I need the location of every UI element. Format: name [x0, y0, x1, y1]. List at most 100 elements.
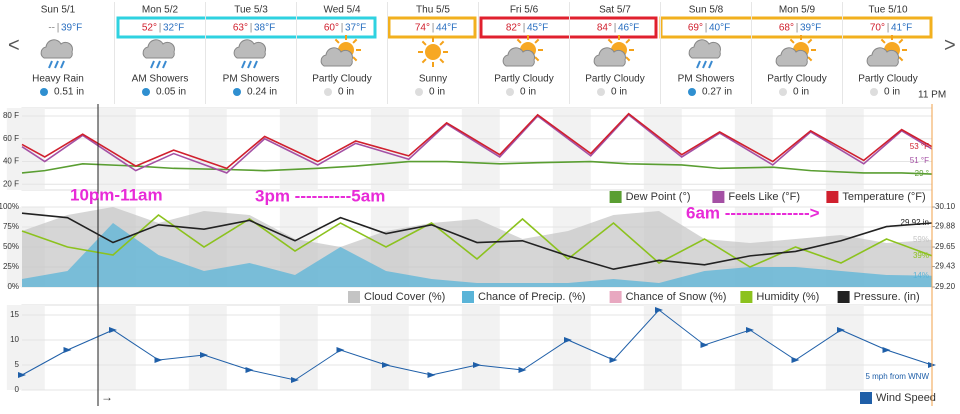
- legend-swatch: [826, 191, 839, 203]
- icon-ray: [334, 38, 340, 44]
- wind-arrow: [518, 367, 527, 373]
- prev-button[interactable]: <: [8, 34, 20, 56]
- legend-label: Cloud Cover (%): [364, 291, 445, 303]
- day-label: Thu 5/5: [416, 5, 450, 16]
- precip-icon: [506, 88, 514, 96]
- legend-swatch: [609, 291, 622, 303]
- icon-ray: [421, 40, 427, 46]
- legend-swatch: [712, 191, 725, 203]
- legend-label: Wind Speed: [876, 392, 936, 404]
- annotation: 10pm-11am: [70, 185, 163, 204]
- precip: 0.51 in: [54, 87, 84, 98]
- icon-ray: [516, 38, 522, 44]
- night-band: [461, 305, 500, 390]
- high-temp: --: [48, 23, 55, 34]
- condition: Sunny: [419, 74, 447, 85]
- icon-ray: [439, 58, 445, 64]
- precip: 0 in: [884, 87, 900, 98]
- icon-cloud: [233, 39, 266, 59]
- low-temp: 37°F: [345, 23, 366, 34]
- end-label: 29.92 in: [901, 218, 929, 227]
- low-temp: 32°F: [163, 23, 184, 34]
- icon-rain: [702, 60, 707, 69]
- wind-arrow: [291, 377, 299, 383]
- night-band: [6, 305, 45, 390]
- temp-sep: |: [432, 23, 435, 34]
- wind-arrow: [154, 357, 163, 363]
- y-tick-label: 0: [15, 385, 20, 394]
- day-label: Tue 5/3: [234, 5, 268, 16]
- night-band: [643, 305, 682, 390]
- wind-arrow: [700, 342, 709, 348]
- y-tick-label: 25%: [3, 262, 19, 271]
- day-label: Sun 5/1: [41, 5, 76, 16]
- icon-rain: [241, 60, 246, 69]
- temp-sep: |: [614, 23, 617, 34]
- precip: 0.27 in: [702, 87, 732, 98]
- condition: Heavy Rain: [32, 74, 84, 85]
- wind-arrow: [382, 362, 390, 368]
- condition: PM Showers: [678, 74, 735, 85]
- icon-rain: [60, 60, 65, 69]
- y-tick-label: 5: [15, 360, 20, 369]
- precip-icon: [324, 88, 332, 96]
- line: [21, 112, 933, 170]
- high-temp: 84°: [597, 23, 612, 34]
- icon-ray: [789, 38, 795, 44]
- icon-ray: [880, 38, 886, 44]
- end-label: 29 °: [915, 169, 929, 178]
- legend-label: Feels Like (°F): [728, 191, 800, 203]
- area: [22, 223, 932, 287]
- legend-label: Pressure. (in): [854, 291, 920, 303]
- icon-rain: [708, 60, 713, 69]
- wind-arrow: [746, 327, 754, 333]
- icon-rain: [253, 60, 258, 69]
- next-button[interactable]: >: [944, 34, 956, 56]
- y-tick-label: 100%: [0, 202, 19, 211]
- temp-sep: |: [341, 23, 344, 34]
- precip-icon: [779, 88, 787, 96]
- icon-ray: [807, 56, 813, 62]
- day-label: Wed 5/4: [323, 5, 360, 16]
- legend-swatch: [860, 392, 872, 404]
- night-band: [188, 108, 227, 190]
- day-label: Fri 5/6: [510, 5, 539, 16]
- icon-ray: [898, 56, 904, 62]
- icon-ray: [352, 38, 358, 44]
- icon-cloud: [320, 47, 353, 67]
- end-label: 5 mph from WNW: [865, 372, 929, 381]
- y2-tick-label: 29.20: [935, 282, 956, 291]
- temp-sep: |: [887, 23, 890, 34]
- y2-tick-label: 29.65: [935, 242, 956, 251]
- icon-ray: [607, 38, 613, 44]
- low-temp: 46°F: [618, 23, 639, 34]
- end-label: 14%: [913, 271, 929, 280]
- y-tick-label: 75%: [3, 222, 19, 231]
- temp-sep: |: [705, 23, 708, 34]
- now-arrow: →: [101, 390, 113, 404]
- line: [21, 160, 933, 175]
- wind-arrow: [200, 352, 208, 358]
- precip-icon: [688, 88, 696, 96]
- group-box: [479, 16, 658, 39]
- precip: 0.24 in: [247, 87, 277, 98]
- precip: 0 in: [520, 87, 536, 98]
- end-label: 39%: [913, 251, 929, 260]
- condition: AM Showers: [132, 74, 189, 85]
- y-tick-label: 20 F: [3, 179, 19, 188]
- annotation: 3pm ----------5am: [255, 186, 385, 205]
- wind-arrow: [336, 347, 345, 353]
- y-tick-label: 50%: [3, 242, 19, 251]
- icon-ray: [421, 58, 427, 64]
- condition: Partly Cloudy: [312, 74, 371, 85]
- icon-cloud: [142, 39, 175, 59]
- condition: PM Showers: [223, 74, 280, 85]
- precip-icon: [142, 88, 150, 96]
- night-band: [188, 305, 227, 390]
- annotation: 6am --------------->: [686, 203, 820, 222]
- icon-ray: [625, 56, 631, 62]
- condition: Partly Cloudy: [767, 74, 826, 85]
- wind-arrow: [564, 337, 572, 343]
- legend-label: Chance of Precip. (%): [478, 291, 586, 303]
- night-band: [734, 305, 773, 390]
